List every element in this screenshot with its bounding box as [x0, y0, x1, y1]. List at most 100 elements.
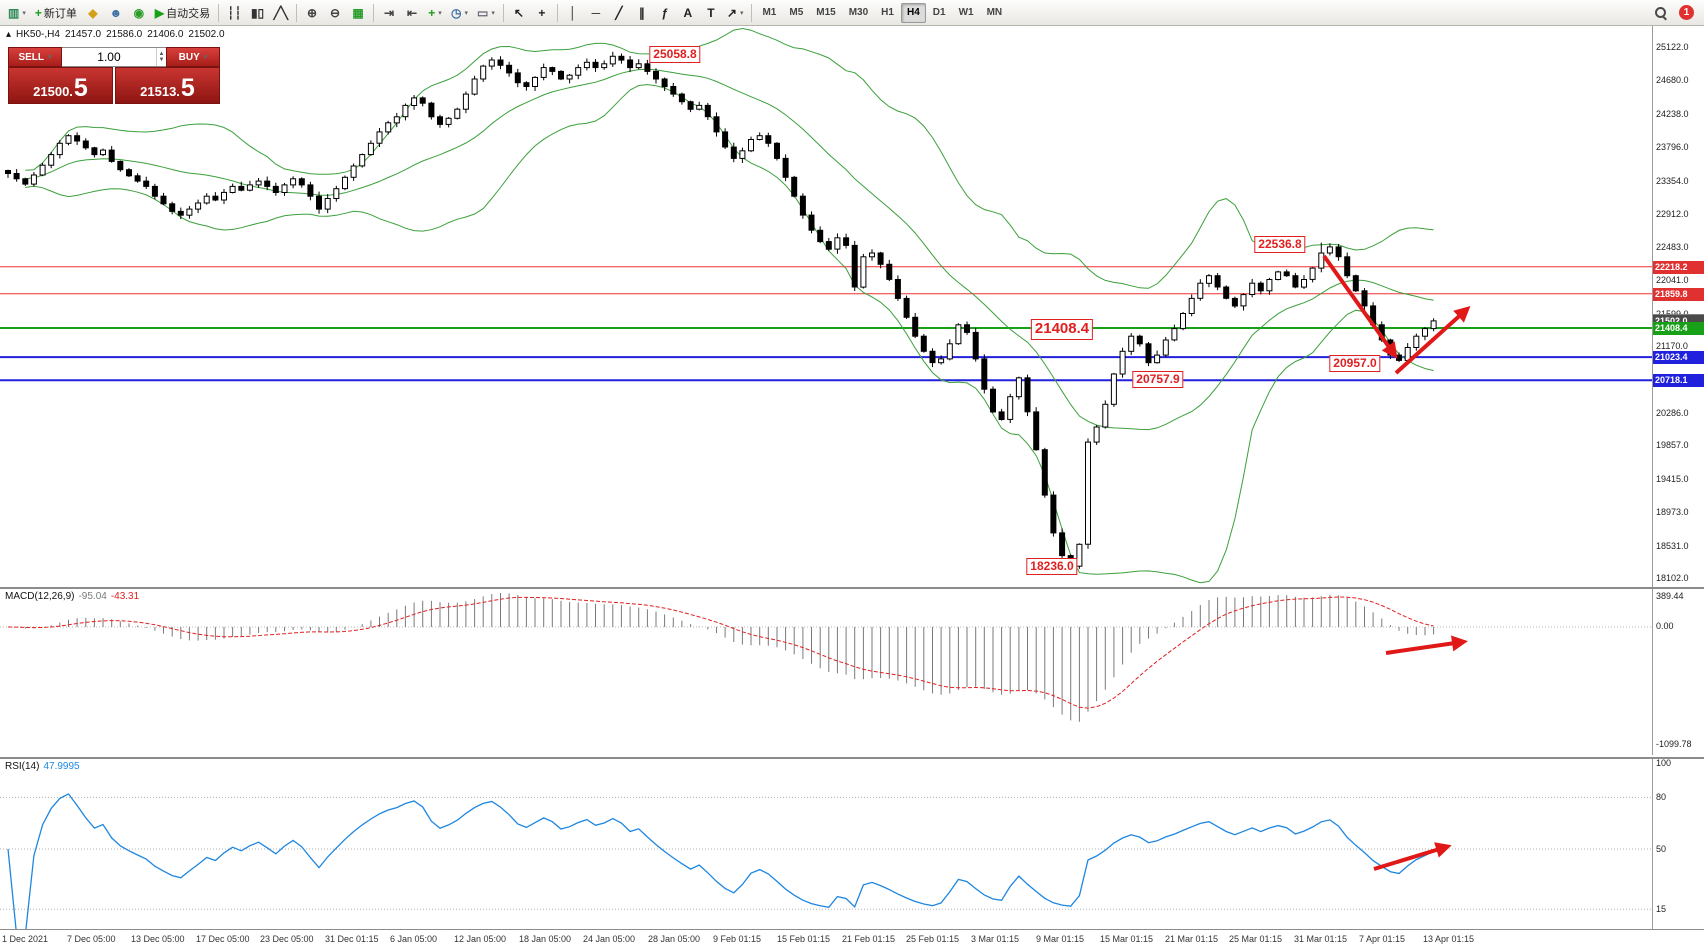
- candles: [5, 51, 1437, 569]
- macd-axis[interactable]: 389.44 0.00 -1099.78: [1652, 589, 1704, 755]
- rsi-axis-label: 50: [1656, 844, 1667, 854]
- y-axis-label: 24680.0: [1656, 75, 1689, 85]
- trend-arrow[interactable]: [1322, 254, 1398, 359]
- rsi-axis-label: 80: [1656, 792, 1667, 802]
- hline-tool-button[interactable]: ─: [585, 2, 607, 24]
- timeframe-button-M5[interactable]: M5: [783, 3, 809, 23]
- tile-windows-button[interactable]: ▦: [347, 2, 369, 24]
- fibonacci-tool-button[interactable]: ƒ: [654, 2, 676, 24]
- sell-button[interactable]: 21500. 5: [8, 67, 113, 104]
- fibonacci-tool-icon: ƒ: [661, 5, 669, 20]
- time-axis-label: 21 Mar 01:15: [1165, 934, 1219, 944]
- bar-chart-mode-button[interactable]: ┆┆: [223, 2, 245, 24]
- line-chart-mode-icon: ╱╲: [273, 5, 289, 20]
- macd-signal-line[interactable]: [7, 596, 1434, 709]
- rsi-value: 47.9995: [43, 761, 80, 772]
- text-tool-button[interactable]: A: [677, 2, 699, 24]
- channel-tool-icon: ∥: [638, 5, 645, 20]
- candle-chart-mode-button[interactable]: ▮▯: [247, 2, 269, 24]
- timeframe-button-M15[interactable]: M15: [810, 3, 841, 23]
- shapes-tool-button[interactable]: ↗ ▾: [723, 2, 748, 24]
- one-click-trading-panel: SELL ▾ ▲▼ BUY ▾ 21500.5 21513.5: [8, 47, 220, 104]
- market-watch-button[interactable]: ◆: [82, 2, 104, 24]
- price-axis[interactable]: 25122.0 24680.0 24238.0 23796.0 23354.0 22912…: [1652, 26, 1704, 587]
- chart-shift-button[interactable]: ⇤: [401, 2, 423, 24]
- label-tool-button[interactable]: T: [700, 2, 722, 24]
- sell-dropdown[interactable]: SELL ▾: [8, 47, 62, 67]
- y-axis-label: 21170.0: [1656, 341, 1688, 351]
- sell-label: SELL: [18, 51, 45, 63]
- autotrading-icon: ▶: [154, 5, 165, 20]
- channel-tool-button[interactable]: ∥: [631, 2, 653, 24]
- rsi-line[interactable]: [7, 793, 1434, 929]
- main-chart-canvas[interactable]: [0, 26, 1652, 587]
- macd-canvas[interactable]: [0, 589, 1652, 755]
- trend-arrow[interactable]: [1373, 842, 1452, 871]
- navigator-icon: ◉: [133, 5, 145, 20]
- bar-chart-mode-icon: ┆┆: [227, 5, 242, 20]
- navigator-button[interactable]: ◉: [128, 2, 150, 24]
- vline-tool-button[interactable]: │: [562, 2, 584, 24]
- chevron-down-icon: ▾: [464, 9, 469, 17]
- chevron-down-icon: ▾: [491, 9, 495, 17]
- new-order-button[interactable]: + 新订单: [31, 2, 81, 24]
- label-tool-icon: T: [707, 5, 715, 20]
- trend-arrow[interactable]: [1385, 635, 1468, 655]
- symbol-name: HK50-,H4: [16, 29, 60, 40]
- timeframe-button-M1[interactable]: M1: [756, 3, 782, 23]
- add-indicator-button[interactable]: + ▾: [424, 2, 446, 24]
- cursor-tool-icon: ↖: [513, 5, 524, 20]
- price-tag: 22218.2: [1653, 261, 1704, 274]
- volume-stepper[interactable]: ▲ ▼: [155, 48, 166, 66]
- notification-badge[interactable]: 1: [1679, 5, 1694, 20]
- bollinger-middle[interactable]: [25, 68, 1434, 431]
- zoom-out-button[interactable]: ⊖: [324, 2, 346, 24]
- time-axis-label: 1 Dec 2021: [2, 934, 49, 944]
- bollinger-upper[interactable]: [25, 27, 1434, 289]
- new-chart-button[interactable]: ▥ ▾: [4, 2, 30, 24]
- bollinger-lower[interactable]: [25, 84, 1434, 584]
- sell-price-big-digit: 5: [73, 73, 88, 102]
- timeframe-button-D1[interactable]: D1: [927, 3, 952, 23]
- template-menu-button[interactable]: ▭ ▾: [473, 2, 499, 24]
- new-order-icon: +: [34, 5, 42, 20]
- timeframe-button-W1[interactable]: W1: [953, 3, 980, 23]
- period-menu-button[interactable]: ◷ ▾: [447, 2, 472, 24]
- macd-name: MACD(12,26,9): [5, 591, 75, 602]
- auto-scroll-icon: ⇥: [383, 5, 395, 20]
- ohlc-close: 21502.0: [188, 29, 225, 40]
- toolbar-buttons: ▥ ▾ + 新订单 ◆ ☻ ◉ ▶ 自动交易 ┆┆ ▮▯ ╱╲ ⊕ ⊖ ▦ ⇥ ⇤ + ▾ ◷ ▾ ▭ ▾ ↖ + │ ─ ╱ ∥ ƒ A T…: [4, 2, 755, 24]
- one-click-toggle-icon[interactable]: ▴: [6, 29, 12, 40]
- timeframe-button-M30[interactable]: M30: [843, 3, 874, 23]
- data-window-button[interactable]: ☻: [105, 2, 127, 24]
- macd-axis-label: -1099.78: [1656, 739, 1692, 749]
- volume-input[interactable]: [62, 48, 156, 66]
- search-button[interactable]: [1649, 2, 1671, 24]
- cursor-tool-button[interactable]: ↖: [508, 2, 530, 24]
- rsi-axis[interactable]: 100 80 50 15: [1652, 758, 1704, 929]
- timeframe-button-H4[interactable]: H4: [900, 2, 926, 23]
- buy-button[interactable]: 21513. 5: [115, 67, 220, 104]
- price-tag: 21408.4: [1653, 322, 1704, 335]
- main-chart-panel: ▴ HK50-,H4 21457.0 21586.0 21406.0 21502.0 SE…: [0, 26, 1704, 587]
- time-axis[interactable]: 1 Dec 2021 7 Dec 05:00 13 Dec 05:00 17 Dec …: [0, 929, 1704, 949]
- zoom-in-button[interactable]: ⊕: [301, 2, 323, 24]
- chart-shift-icon: ⇤: [406, 5, 418, 20]
- timeframe-button-MN[interactable]: MN: [981, 3, 1009, 23]
- y-axis-label: 22912.0: [1656, 209, 1689, 219]
- crosshair-tool-button[interactable]: +: [531, 2, 553, 24]
- time-axis-label: 28 Jan 05:00: [648, 934, 701, 944]
- time-axis-label: 17 Dec 05:00: [196, 934, 250, 944]
- buy-dropdown[interactable]: BUY ▾: [166, 47, 220, 67]
- trend-arrow[interactable]: [1394, 305, 1471, 375]
- rsi-canvas[interactable]: [0, 759, 1652, 929]
- timeframe-button-H1[interactable]: H1: [875, 3, 900, 23]
- time-axis-label: 15 Feb 01:15: [777, 934, 831, 944]
- macd-value: -95.04: [78, 591, 107, 602]
- trendline-tool-button[interactable]: ╱: [608, 2, 630, 24]
- time-axis-label: 25 Mar 01:15: [1229, 934, 1283, 944]
- auto-scroll-button[interactable]: ⇥: [378, 2, 400, 24]
- autotrading-button[interactable]: ▶ 自动交易: [151, 2, 214, 24]
- line-chart-mode-button[interactable]: ╱╲: [270, 2, 292, 24]
- price-tag: 20718.1: [1653, 374, 1704, 387]
